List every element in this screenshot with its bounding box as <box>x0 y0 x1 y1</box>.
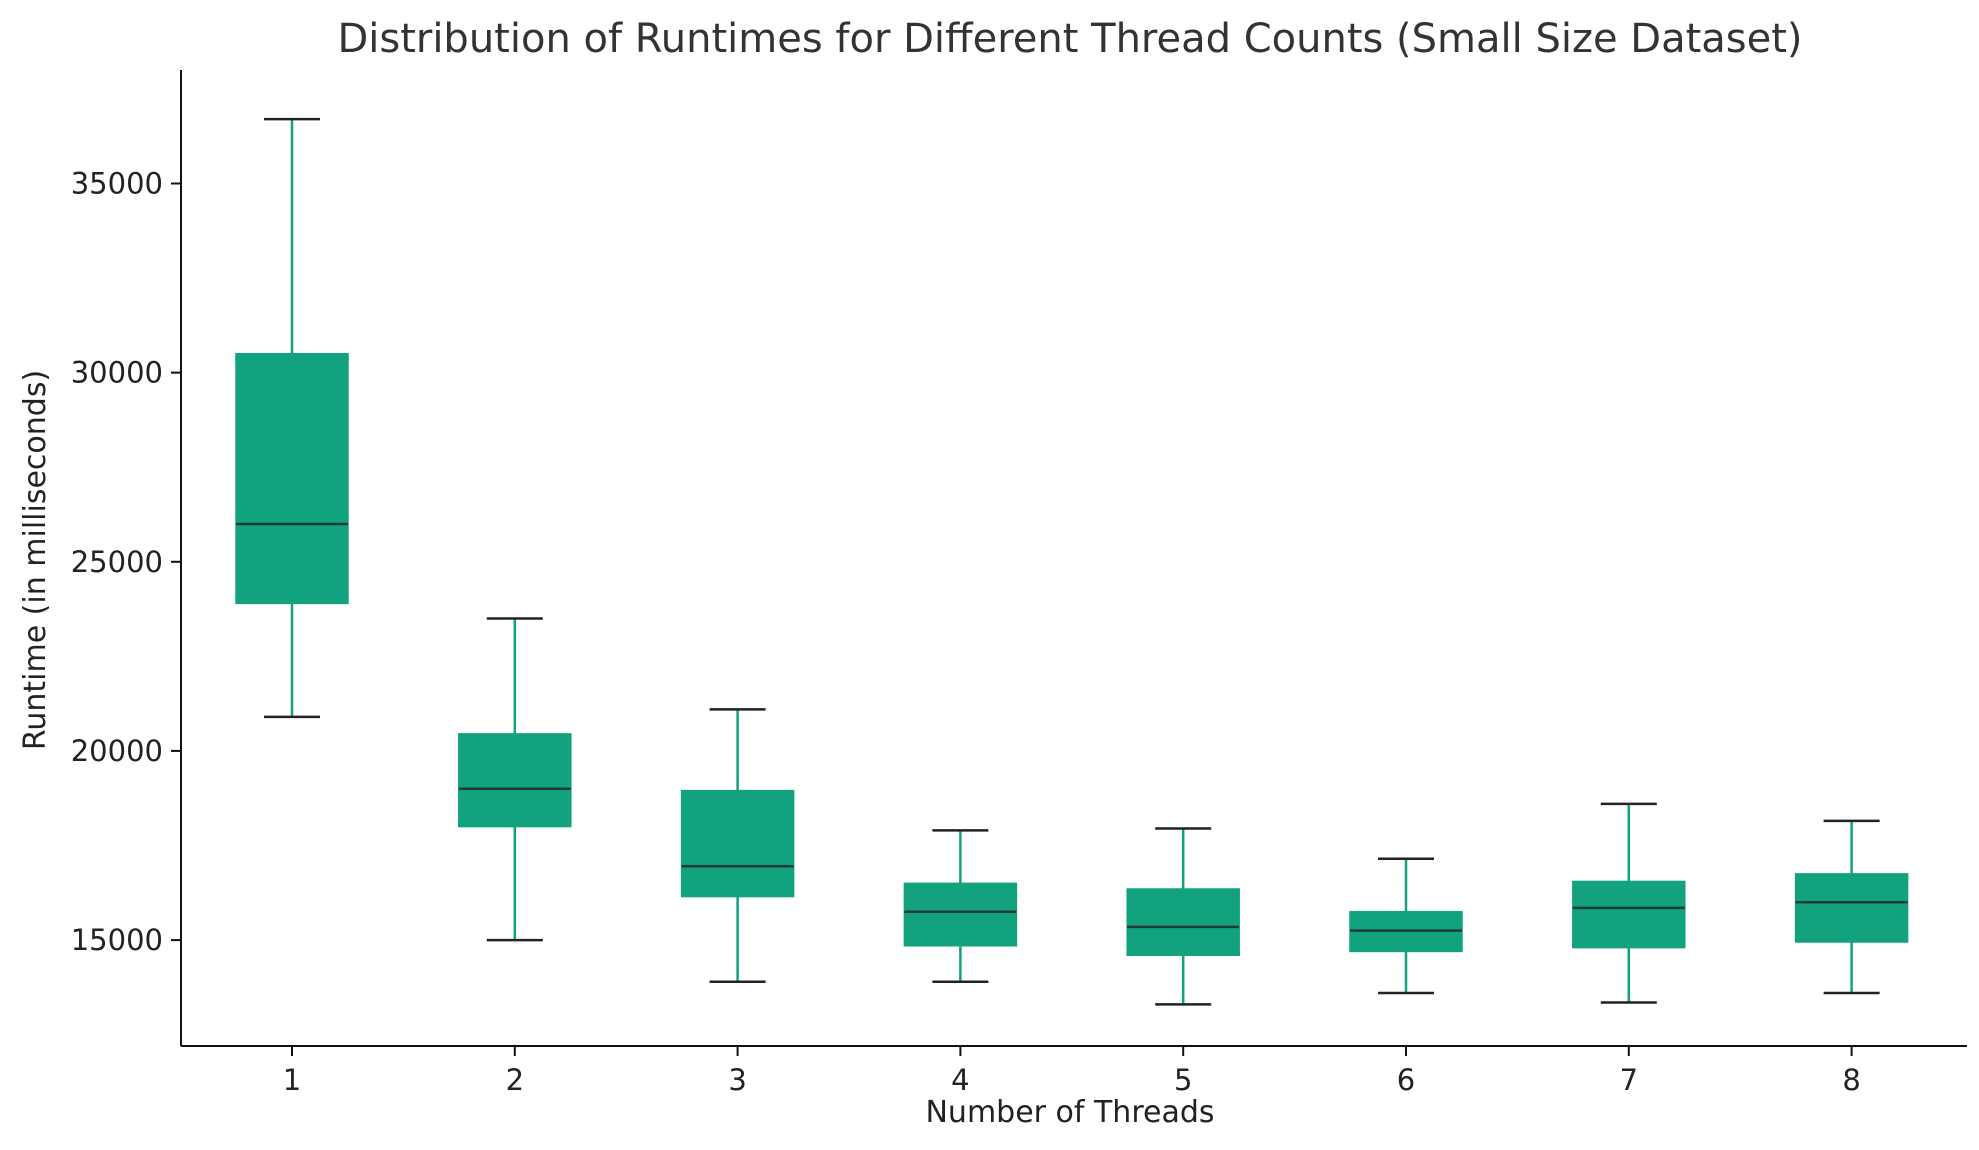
x-axis-label: Number of Threads <box>925 1095 1214 1130</box>
box-group-2 <box>458 617 572 942</box>
y-tick-label: 25000 <box>71 545 163 579</box>
box-iqr <box>903 882 1018 947</box>
x-tick-label: 4 <box>951 1063 969 1097</box>
boxes <box>235 117 1909 1006</box>
y-tick-label: 35000 <box>71 166 163 200</box>
box-group-1 <box>235 117 349 719</box>
box-iqr <box>680 789 795 898</box>
x-tick-label: 8 <box>1842 1063 1860 1097</box>
box-group-7 <box>1572 802 1686 1004</box>
axes: 15000 20000 25000 30000 35000 1 2 3 4 5 6 7 8 <box>71 70 1967 1097</box>
box-iqr <box>458 733 572 828</box>
y-tick-label: 15000 <box>71 923 163 957</box>
y-tick-label: 20000 <box>71 734 163 768</box>
x-tick-label: 3 <box>728 1063 746 1097</box>
chart-title: Distribution of Runtimes for Different T… <box>337 16 1802 62</box>
x-tick-label: 6 <box>1397 1063 1415 1097</box>
x-tick-label: 5 <box>1174 1063 1192 1097</box>
box-iqr <box>1794 873 1909 943</box>
box-iqr <box>1572 880 1686 949</box>
box-group-5 <box>1126 827 1240 1006</box>
y-axis-label: Runtime (in milliseconds) <box>18 370 53 750</box>
box-iqr <box>1126 888 1240 956</box>
box-group-8 <box>1794 819 1909 995</box>
box-group-6 <box>1349 857 1463 995</box>
y-tick-label: 30000 <box>71 356 163 390</box>
x-tick-label: 7 <box>1620 1063 1638 1097</box>
x-tick-label: 2 <box>506 1063 524 1097</box>
x-tick-label: 1 <box>283 1063 301 1097</box>
box-group-3 <box>680 708 795 983</box>
box-iqr <box>235 352 349 605</box>
box-group-4 <box>903 829 1018 983</box>
